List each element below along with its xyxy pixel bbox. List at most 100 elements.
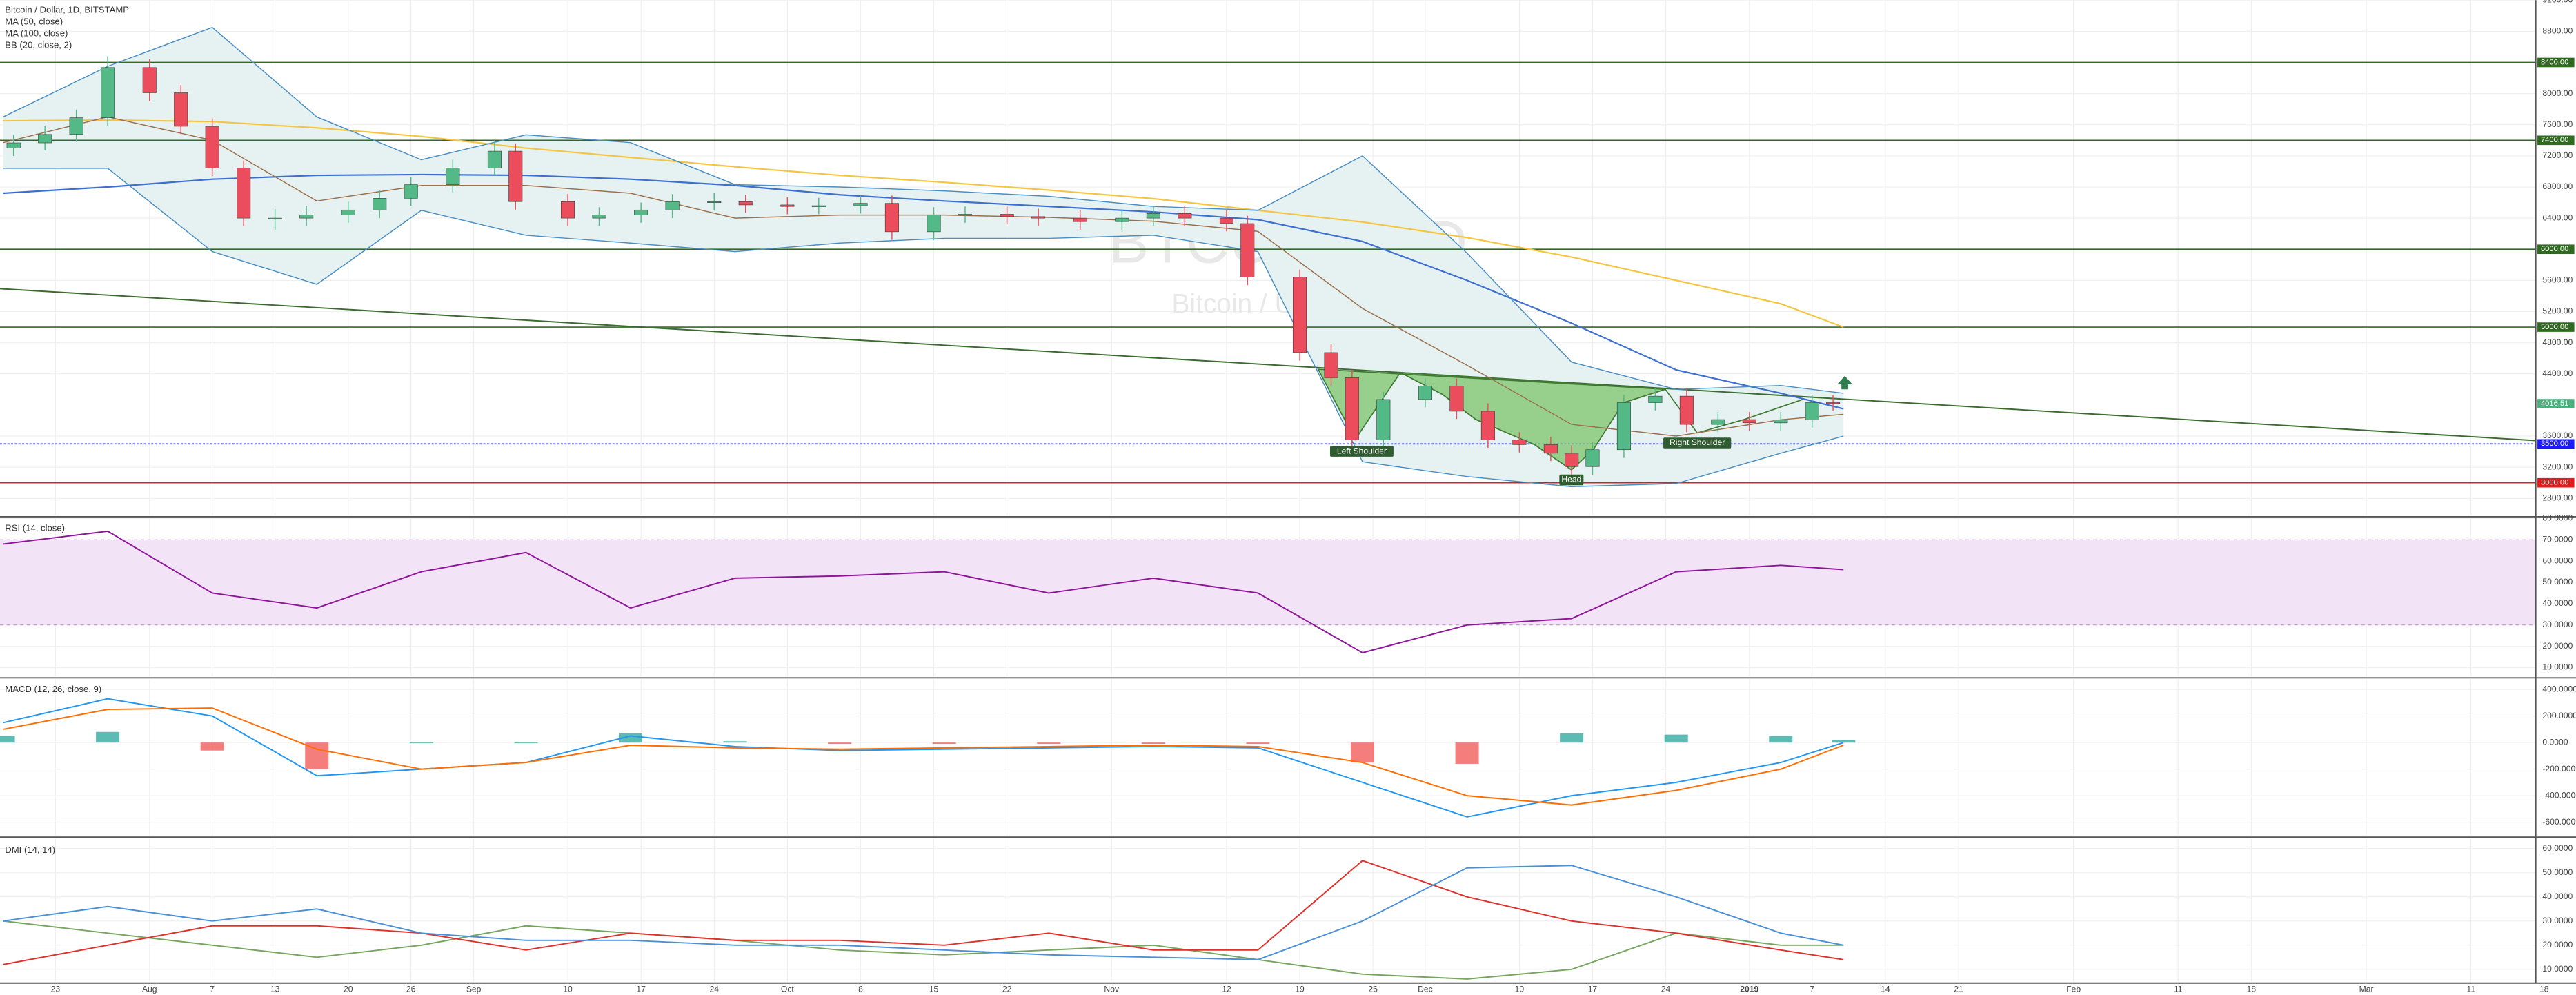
candle-body xyxy=(1178,213,1192,219)
x-tick-label: Aug xyxy=(142,985,157,994)
candle-body xyxy=(853,203,868,206)
y-tick-label: 80.0000 xyxy=(2542,513,2573,523)
x-tick-label: 14 xyxy=(1881,985,1890,994)
y-tick-label: 30.0000 xyxy=(2542,916,2573,925)
candle-body xyxy=(1616,402,1631,451)
candle-body xyxy=(1679,395,1694,425)
y-tick-label: 4800.00 xyxy=(2542,337,2573,347)
bollinger-upper xyxy=(3,26,1844,394)
y-tick-label: 8000.00 xyxy=(2542,88,2573,98)
pattern-neckline xyxy=(1400,372,1666,391)
indicator-line xyxy=(3,860,1844,965)
x-tick-label: 26 xyxy=(406,985,416,994)
moving-average-line xyxy=(3,119,1844,328)
bollinger-lower xyxy=(3,168,1844,488)
level-tag-label: 6000.00 xyxy=(2541,245,2568,253)
candle-body xyxy=(1146,213,1160,219)
candle-body xyxy=(205,126,219,168)
level-tag xyxy=(2537,322,2575,332)
annotation-label: Right Shoulder xyxy=(1670,437,1725,447)
y-tick-label: 400.0000 xyxy=(2542,684,2576,693)
candle-body xyxy=(927,215,941,233)
y-tick-label: 6800.00 xyxy=(2542,181,2573,191)
candle-body xyxy=(1418,386,1432,400)
x-tick-label: 22 xyxy=(1002,985,1012,994)
annotation-label: Head xyxy=(1561,475,1581,484)
histogram-bar xyxy=(828,742,852,745)
y-tick-label: -600.0000 xyxy=(2542,817,2576,827)
candle-body xyxy=(1449,386,1464,412)
histogram-bar xyxy=(618,733,643,743)
candle-body xyxy=(446,168,460,185)
y-tick-label: 2800.00 xyxy=(2542,493,2573,502)
x-tick-label: Feb xyxy=(2066,985,2081,994)
candle-body xyxy=(665,201,680,210)
y-tick-label: 40.0000 xyxy=(2542,891,2573,901)
candle-body xyxy=(1345,377,1359,440)
x-tick-label: 7 xyxy=(210,985,215,994)
x-tick-label: 12 xyxy=(1222,985,1231,994)
y-tick-label: -400.0000 xyxy=(2542,790,2576,800)
level-tag xyxy=(2537,439,2575,449)
candle-body xyxy=(1240,223,1255,277)
legend-entry: BB (20, close, 2) xyxy=(5,39,72,50)
y-tick-label: 70.0000 xyxy=(2542,534,2573,544)
indicator-line xyxy=(3,920,1844,980)
histogram-bar xyxy=(1664,734,1688,743)
candle-body xyxy=(884,203,899,233)
y-tick-label: 20.0000 xyxy=(2542,940,2573,949)
histogram-bar xyxy=(1769,736,1793,743)
x-tick-label: 11 xyxy=(2466,985,2475,994)
histogram-bar xyxy=(200,742,224,751)
y-tick-label: 9200.00 xyxy=(2542,0,2573,4)
histogram-bar xyxy=(1832,740,1856,743)
trendline xyxy=(0,288,2576,444)
level-tag-label: 3500.00 xyxy=(2541,440,2568,448)
histogram-bar xyxy=(1037,742,1061,745)
x-tick-label: 24 xyxy=(1661,985,1671,994)
candle-body xyxy=(958,214,973,216)
legend-entry: MA (50, close) xyxy=(5,16,63,26)
annotation-box xyxy=(1663,437,1732,449)
y-tick-label: 3200.00 xyxy=(2542,462,2573,471)
annotation-label: Left Shoulder xyxy=(1337,446,1387,455)
annotation-layer: Left Shoulder Head Right Shoulder xyxy=(1330,375,1853,486)
y-tick-label: 7600.00 xyxy=(2542,119,2573,129)
histogram-bar xyxy=(1560,733,1584,743)
y-tick-label: 20.0000 xyxy=(2542,641,2573,651)
candle-body xyxy=(1826,402,1841,404)
last-price-label: 4016.51 xyxy=(2541,400,2568,408)
indicator-line xyxy=(3,707,1844,806)
moving-average-line xyxy=(3,173,1844,410)
y-tick-label: 50.0000 xyxy=(2542,867,2573,877)
indicator-line xyxy=(3,865,1844,960)
data-layer xyxy=(0,26,2576,980)
x-tick-label: 2019 xyxy=(1740,985,1758,994)
candle-body xyxy=(1648,395,1663,403)
histogram-bar xyxy=(514,742,538,744)
x-tick-label: Sep xyxy=(466,985,482,994)
bollinger-basis xyxy=(3,116,1844,437)
y-tick-label: 60.0000 xyxy=(2542,843,2573,853)
x-tick-label: 19 xyxy=(1295,985,1305,994)
x-tick-label: Oct xyxy=(781,985,795,994)
candle-body xyxy=(780,204,795,207)
x-tick-label: 17 xyxy=(1588,985,1598,994)
panel-title: MACD (12, 26, close, 9) xyxy=(5,684,101,694)
candle-body xyxy=(1376,399,1391,440)
candle-body xyxy=(6,142,21,148)
y-tick-label: 6400.00 xyxy=(2542,213,2573,222)
candle-body xyxy=(268,217,282,219)
candle-body xyxy=(592,215,606,219)
candle-body xyxy=(561,201,575,219)
x-tick-label: 24 xyxy=(709,985,719,994)
y-tick-label: 200.0000 xyxy=(2542,711,2576,720)
candle-body xyxy=(101,67,115,118)
last-price-tag xyxy=(2537,399,2575,408)
y-tick-label: 30.0000 xyxy=(2542,620,2573,629)
candle-body xyxy=(1000,214,1014,217)
annotation-box xyxy=(1330,446,1394,457)
up-arrow-icon xyxy=(1837,375,1853,390)
